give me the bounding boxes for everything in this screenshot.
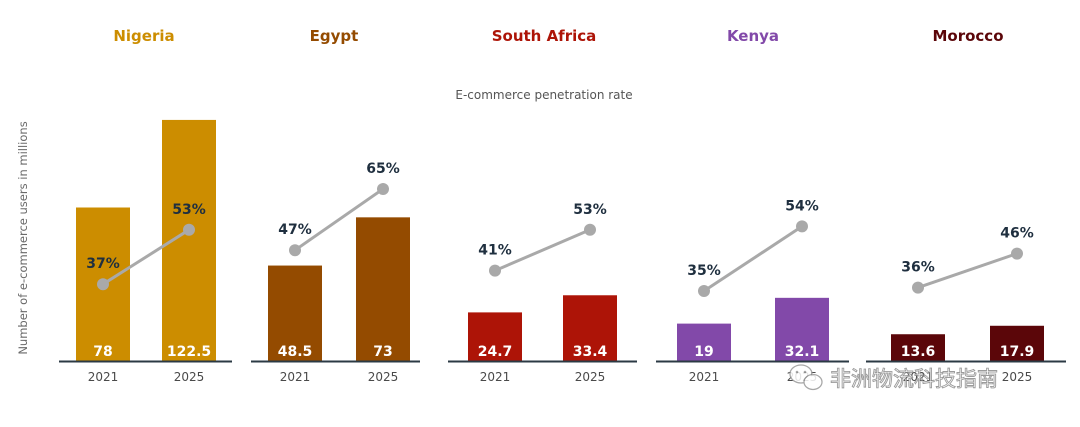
penetration-point-nigeria-2025 bbox=[183, 223, 195, 236]
country-title-kenya: Kenya bbox=[727, 27, 779, 45]
year-label-south-africa-2021: 2021 bbox=[480, 370, 511, 384]
penetration-line-morocco bbox=[917, 252, 1018, 290]
penetration-point-south-africa-2021 bbox=[489, 264, 501, 277]
penetration-point-kenya-2021 bbox=[698, 285, 710, 297]
penetration-label-morocco-2025: 46% bbox=[1000, 226, 1034, 242]
penetration-label-south-africa-2021: 41% bbox=[478, 243, 512, 259]
bar-value-egypt-2021: 48.5 bbox=[278, 344, 313, 360]
bar-value-south-africa-2025: 33.4 bbox=[573, 344, 608, 360]
bar-value-south-africa-2021: 24.7 bbox=[478, 344, 513, 360]
penetration-label-kenya-2021: 35% bbox=[687, 263, 721, 279]
penetration-label-kenya-2025: 54% bbox=[785, 198, 819, 214]
bar-value-kenya-2021: 19 bbox=[694, 344, 713, 360]
penetration-label-south-africa-2025: 53% bbox=[573, 202, 607, 218]
penetration-label-egypt-2025: 65% bbox=[366, 161, 400, 177]
penetration-line-south-africa bbox=[494, 228, 591, 272]
penetration-point-morocco-2021 bbox=[912, 281, 924, 294]
penetration-label-morocco-2021: 36% bbox=[901, 260, 935, 276]
year-label-nigeria-2021: 2021 bbox=[88, 370, 119, 384]
penetration-point-egypt-2025 bbox=[377, 183, 389, 195]
bar-value-morocco-2025: 17.9 bbox=[1000, 344, 1035, 360]
penetration-point-morocco-2025 bbox=[1011, 247, 1023, 260]
year-label-morocco-2021: 2021 bbox=[903, 370, 934, 384]
watermark: 非洲物流科技指南 bbox=[789, 364, 998, 391]
y-axis-label: Number of e-commerce users in millions bbox=[16, 121, 30, 354]
penetration-line-egypt bbox=[294, 187, 384, 252]
penetration-point-south-africa-2025 bbox=[584, 223, 596, 236]
penetration-point-nigeria-2021 bbox=[97, 278, 109, 291]
year-label-morocco-2025: 2025 bbox=[1002, 370, 1033, 384]
year-label-kenya-2021: 2021 bbox=[689, 370, 720, 384]
bar-egypt-2021 bbox=[268, 265, 322, 361]
bar-value-morocco-2021: 13.6 bbox=[901, 344, 936, 360]
penetration-point-egypt-2021 bbox=[289, 244, 301, 257]
bar-value-kenya-2025: 32.1 bbox=[785, 344, 820, 360]
bar-value-nigeria-2025: 122.5 bbox=[167, 344, 211, 360]
penetration-label-nigeria-2025: 53% bbox=[172, 202, 206, 218]
country-title-morocco: Morocco bbox=[932, 27, 1003, 45]
wechat-icon bbox=[789, 364, 823, 391]
bar-morocco-2021 bbox=[891, 334, 945, 361]
bar-south-africa-2025 bbox=[563, 295, 617, 361]
bar-kenya-2021 bbox=[677, 323, 731, 361]
country-title-nigeria: Nigeria bbox=[113, 27, 174, 45]
year-label-egypt-2021: 2021 bbox=[280, 370, 311, 384]
penetration-line-kenya bbox=[703, 225, 803, 293]
bar-kenya-2025 bbox=[775, 297, 829, 361]
year-label-south-africa-2025: 2025 bbox=[575, 370, 606, 384]
penetration-label-nigeria-2021: 37% bbox=[86, 256, 120, 272]
bar-value-nigeria-2021: 78 bbox=[93, 344, 112, 360]
country-title-south-africa: South Africa bbox=[492, 27, 597, 45]
bar-value-egypt-2025: 73 bbox=[373, 344, 392, 360]
country-title-egypt: Egypt bbox=[310, 27, 359, 45]
bar-south-africa-2021 bbox=[468, 312, 522, 361]
year-label-nigeria-2025: 2025 bbox=[174, 370, 205, 384]
penetration-line-nigeria bbox=[102, 228, 190, 286]
watermark-text: 非洲物流科技指南 bbox=[830, 367, 998, 391]
year-label-egypt-2025: 2025 bbox=[368, 370, 399, 384]
penetration-point-kenya-2025 bbox=[796, 220, 808, 233]
chart-subtitle: E-commerce penetration rate bbox=[455, 88, 632, 102]
bar-egypt-2025 bbox=[356, 217, 410, 361]
bar-morocco-2025 bbox=[990, 325, 1044, 361]
penetration-label-egypt-2021: 47% bbox=[278, 222, 312, 238]
